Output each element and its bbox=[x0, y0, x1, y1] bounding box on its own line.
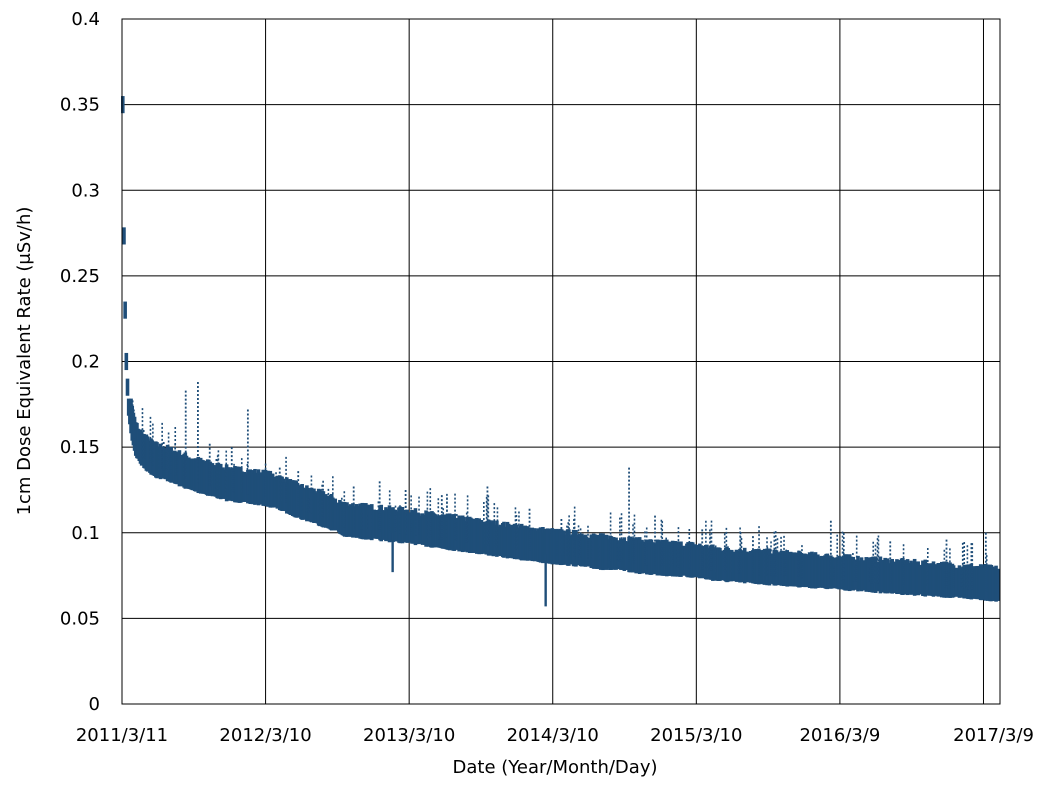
y-axis-title: 1cm Dose Equivalent Rate (μSv/h) bbox=[14, 207, 35, 516]
y-tick-label: 0.05 bbox=[60, 608, 100, 629]
y-tick-label: 0.2 bbox=[71, 352, 100, 373]
y-tick-label: 0.25 bbox=[60, 266, 100, 287]
y-tick-label: 0 bbox=[89, 694, 100, 715]
x-tick-label: 2016/3/9 bbox=[799, 725, 880, 746]
y-tick-label: 0.15 bbox=[60, 437, 100, 458]
y-tick-label: 0.4 bbox=[71, 9, 100, 30]
x-axis-ticks: 2011/3/11 2012/3/10 2013/3/10 2014/3/10 2015… bbox=[76, 725, 1034, 746]
grid bbox=[121, 18, 1000, 705]
x-tick-label: 2014/3/10 bbox=[507, 725, 599, 746]
data-series bbox=[120, 96, 1001, 607]
y-tick-label: 0.1 bbox=[71, 523, 100, 544]
y-axis-ticks: 0 0.05 0.1 0.15 0.2 0.25 0.3 0.35 0.4 bbox=[60, 9, 100, 715]
x-axis-title: Date (Year/Month/Day) bbox=[453, 757, 658, 778]
y-tick-label: 0.3 bbox=[71, 180, 100, 201]
plot-frame bbox=[121, 18, 1001, 705]
x-tick-label: 2013/3/10 bbox=[363, 725, 455, 746]
y-tick-label: 0.35 bbox=[60, 95, 100, 116]
x-tick-label: 2011/3/11 bbox=[76, 725, 168, 746]
x-tick-label: 2017/3/9 bbox=[953, 725, 1034, 746]
x-tick-label: 2015/3/10 bbox=[650, 725, 742, 746]
x-tick-label: 2012/3/10 bbox=[219, 725, 311, 746]
